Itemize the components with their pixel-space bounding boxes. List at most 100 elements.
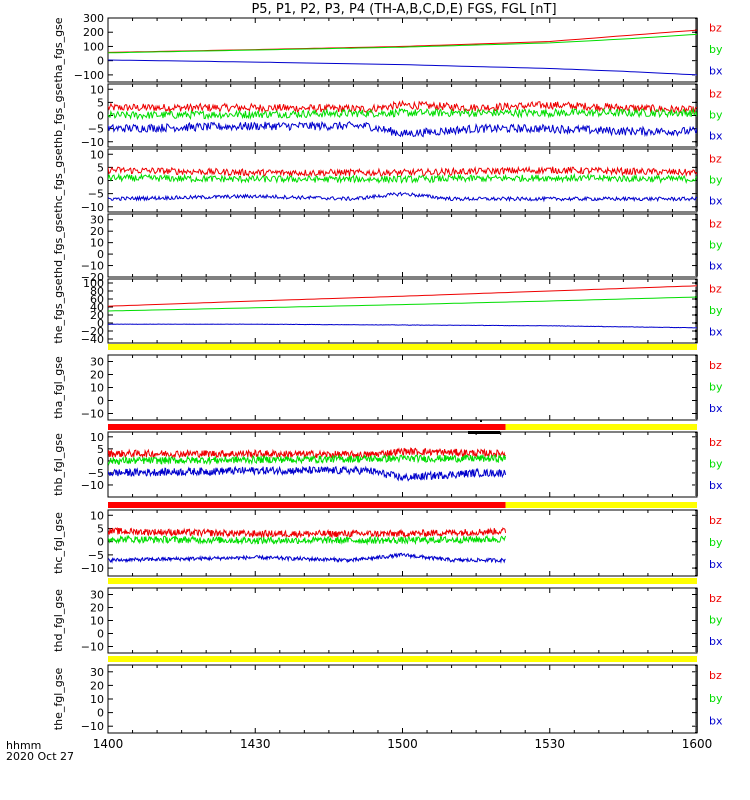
legend-by: by	[709, 457, 723, 470]
y-tick-label: −100	[74, 69, 104, 82]
y-tick-label: 200	[83, 26, 104, 39]
panel-frame	[107, 354, 698, 421]
y-tick-label: 40	[90, 301, 104, 314]
x-tick-label: 1600	[682, 737, 713, 751]
y-tick-label: 10	[90, 693, 104, 706]
legend-bx: bx	[709, 402, 723, 415]
y-tick-label: −10	[81, 562, 104, 575]
y-axis-label: thc_fgl_gse	[52, 512, 65, 574]
y-tick-label: 0	[97, 175, 104, 188]
status-marker	[468, 431, 500, 434]
legend-bx: bx	[709, 558, 723, 571]
y-tick-label: 0	[97, 395, 104, 408]
y-tick-label: 20	[90, 225, 104, 238]
legend-by: by	[709, 173, 723, 186]
y-tick-label: 10	[90, 382, 104, 395]
x-minor-ticks	[107, 355, 698, 420]
right-minor-ticks	[695, 510, 698, 576]
x-minor-ticks	[107, 432, 698, 497]
y-tick-label: −5	[88, 123, 104, 136]
y-tick-label: −10	[81, 408, 104, 421]
legend-bx: bx	[709, 325, 723, 338]
series-line-bx	[108, 191, 697, 203]
legend-bz: bz	[709, 22, 722, 35]
legend-bz: bz	[709, 283, 722, 296]
x-minor-ticks	[107, 279, 698, 343]
y-tick-label: −5	[88, 549, 104, 562]
series-line-bz	[108, 447, 506, 460]
series-line-bx	[108, 323, 697, 329]
y-axis-label: thd_fgs_gse	[52, 213, 65, 279]
y-tick-label: −5	[88, 188, 104, 201]
panel-frame	[107, 213, 698, 278]
y-tick-label: −20	[81, 271, 104, 284]
legend-by: by	[709, 108, 723, 121]
y-tick-label: 300	[83, 12, 104, 25]
y-tick-label: 20	[90, 679, 104, 692]
legend-bz: bz	[709, 152, 722, 165]
legend-by: by	[709, 238, 723, 251]
y-tick-label: 20	[90, 602, 104, 615]
y-tick-label: 0	[97, 55, 104, 68]
y-tick-label: 20	[90, 369, 104, 382]
y-tick-label: 0	[97, 248, 104, 261]
series-line-by	[108, 296, 697, 312]
x-minor-ticks	[107, 149, 698, 212]
y-tick-label: −10	[81, 641, 104, 654]
y-tick-label: 100	[83, 40, 104, 53]
y-axis-label: tha_fgs_gse	[52, 17, 65, 82]
legend-bz: bz	[709, 87, 722, 100]
y-axis-label: tha_fgl_gse	[52, 356, 65, 419]
y-tick-label: 10	[90, 83, 104, 96]
y-axis-label: thc_fgs_gse	[52, 148, 65, 213]
y-tick-label: 0	[97, 110, 104, 123]
series-line-bx	[108, 120, 697, 138]
legend-bx: bx	[709, 635, 723, 648]
y-tick-label: 0	[97, 317, 104, 330]
x-minor-ticks	[107, 665, 698, 733]
panel-frame	[107, 431, 698, 498]
x-tick-label: 1400	[93, 737, 124, 751]
series-line-bz	[108, 99, 697, 116]
time-axis-unit-label: hhmm	[6, 739, 41, 752]
panel-frame	[107, 83, 698, 148]
legend-bx: bx	[709, 194, 723, 207]
series-line-bz	[108, 285, 697, 307]
figure-title: P5, P1, P2, P3, P4 (TH-A,B,C,D,E) FGS, F…	[251, 2, 556, 17]
series-line-bx	[108, 465, 507, 482]
y-axis-label: the_fgs_gse	[52, 278, 65, 343]
time-axis-date-label: 2020 Oct 27	[6, 750, 74, 763]
time-axis: 1400 1430 1500 1530 1600	[93, 737, 713, 751]
series-line-by	[108, 172, 697, 185]
panel-frame	[107, 587, 698, 654]
series-line-bz	[108, 527, 507, 539]
x-minor-ticks	[107, 510, 698, 576]
y-tick-label: 10	[90, 431, 104, 444]
legend-bx: bx	[709, 129, 723, 142]
legend-bz: bz	[709, 514, 722, 527]
legend-bz: bz	[709, 217, 722, 230]
status-segment	[505, 424, 697, 430]
legend-bx: bx	[709, 259, 723, 272]
y-axis-label: thb_fgs_gse	[52, 83, 65, 149]
legend-by: by	[709, 380, 723, 393]
y-tick-label: 60	[90, 293, 104, 306]
y-tick-label: 0	[97, 536, 104, 549]
y-tick-label: 10	[90, 615, 104, 628]
y-tick-label: 10	[90, 509, 104, 522]
legend-bz: bz	[709, 592, 722, 605]
y-tick-label: 10	[90, 148, 104, 161]
x-minor-ticks	[107, 588, 698, 653]
status-segment	[108, 344, 697, 350]
y-tick-label: 30	[90, 589, 104, 602]
y-tick-label: 20	[90, 309, 104, 322]
series-line-bz	[108, 29, 697, 53]
